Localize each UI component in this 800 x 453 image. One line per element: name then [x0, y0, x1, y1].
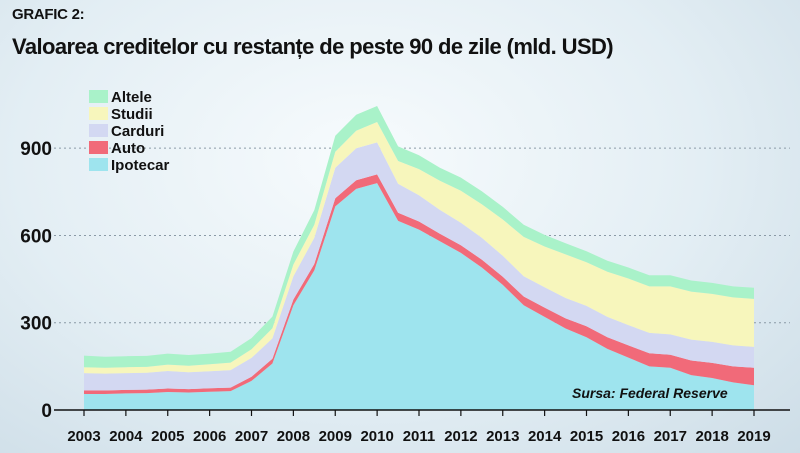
x-tick-label: 2014 [528, 428, 562, 445]
y-tick-label: 600 [20, 226, 52, 247]
area-auto [84, 174, 754, 394]
legend-label-studii: Studii [111, 106, 153, 123]
x-tick-label: 2010 [360, 428, 393, 445]
y-tick-label: 900 [20, 139, 52, 160]
x-tick-label: 2009 [319, 428, 352, 445]
x-tick-label: 2016 [612, 428, 645, 445]
legend-label-ipotecar: Ipotecar [111, 157, 170, 174]
x-tick-label: 2011 [403, 428, 436, 445]
y-tick-label: 0 [41, 401, 52, 422]
x-tick-label: 2005 [151, 428, 184, 445]
x-tick-label: 2007 [235, 428, 268, 445]
x-tick-label: 2006 [193, 428, 226, 445]
x-tick-label: 2012 [444, 428, 477, 445]
y-tick-label: 300 [20, 314, 52, 335]
x-tick-label: 2019 [737, 428, 770, 445]
legend-label-carduri: Carduri [111, 123, 164, 140]
legend-swatch-auto [89, 141, 108, 154]
legend-swatch-studii [89, 107, 108, 120]
chart-kicker: GRAFIC 2: [12, 6, 85, 23]
legend-label-altele: Altele [111, 89, 152, 106]
area-altele [84, 106, 754, 368]
area-ipotecar [84, 183, 754, 410]
legend-swatch-ipotecar [89, 158, 108, 171]
area-studii [84, 122, 754, 374]
x-tick-label: 2017 [654, 428, 687, 445]
legend-swatch-carduri [89, 124, 108, 137]
legend-label-auto: Auto [111, 140, 145, 157]
chart-title: Valoarea creditelor cu restanțe de peste… [12, 34, 614, 59]
axes: 2003 2004 2005 2006 2007 2008 2009 2010 2011 2012… [20, 139, 790, 445]
series-areas [84, 106, 754, 410]
source-note: Sursa: Federal Reserve [572, 385, 728, 401]
x-tick-label: 2018 [695, 428, 728, 445]
legend-swatch-altele [89, 90, 108, 103]
x-tick-label: 2015 [570, 428, 603, 445]
x-tick-label: 2004 [109, 428, 143, 445]
x-tick-label: 2013 [486, 428, 519, 445]
x-tick-label: 2008 [277, 428, 310, 445]
x-tick-label: 2003 [67, 428, 100, 445]
